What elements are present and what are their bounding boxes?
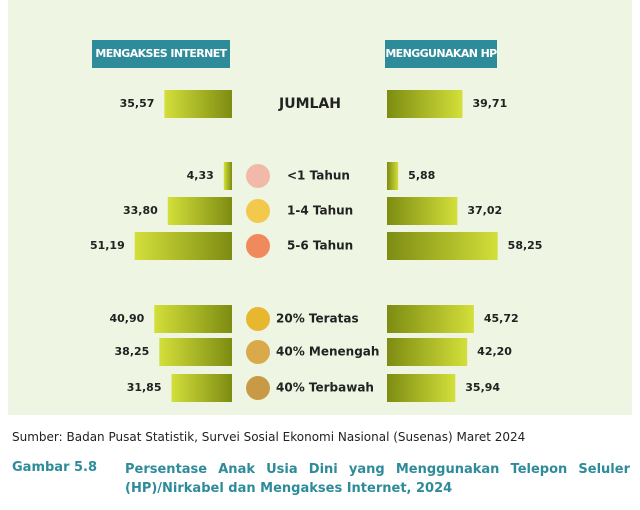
category-label: 1-4 Tahun (287, 204, 353, 218)
value-label: 42,20 (477, 345, 512, 358)
icon (246, 307, 270, 331)
bar (164, 90, 232, 118)
icon (246, 376, 270, 400)
bar (387, 338, 468, 366)
bar (134, 232, 232, 260)
icon (246, 164, 270, 188)
icon (246, 340, 270, 364)
icon (246, 199, 270, 223)
caption: Persentase Anak Usia Dini yang Menggunak… (125, 462, 630, 496)
series-header: MENGGUNAKAN HP (385, 47, 497, 60)
value-label: 58,25 (508, 239, 543, 252)
bar (159, 338, 232, 366)
value-label: 40,90 (109, 312, 144, 325)
icon (246, 234, 270, 258)
figure-number: Gambar 5.8 (12, 460, 98, 475)
chart: MENGAKSES INTERNET MENGGUNAKAN HP 35,57 3… (8, 0, 632, 415)
header-box (385, 40, 497, 68)
bar (167, 197, 232, 225)
value-label: 45,72 (484, 312, 519, 325)
bar (387, 197, 458, 225)
bar (387, 162, 399, 190)
bar (154, 305, 232, 333)
value-label: 51,19 (90, 239, 125, 252)
bar (387, 90, 463, 118)
value-label: 31,85 (127, 381, 162, 394)
header-box (92, 40, 230, 68)
bar (387, 374, 456, 402)
value-label: 39,71 (472, 97, 507, 110)
source: Sumber: Badan Pusat Statistik, Survei So… (12, 430, 526, 444)
category-label: 20% Teratas (276, 312, 359, 326)
value-label: 37,02 (467, 204, 502, 217)
bar (223, 162, 232, 190)
panel (8, 0, 632, 415)
series-header: MENGAKSES INTERNET (95, 47, 227, 60)
value-label: 38,25 (115, 345, 150, 358)
value-label: 33,80 (123, 204, 158, 217)
category-label: 40% Terbawah (276, 381, 374, 395)
category-label: JUMLAH (278, 96, 341, 112)
value-label: 5,88 (408, 169, 435, 182)
bar (387, 232, 498, 260)
value-label: 35,57 (120, 97, 155, 110)
category-label: <1 Tahun (287, 169, 350, 183)
category-label: 5-6 Tahun (287, 239, 353, 253)
bar (387, 305, 474, 333)
bar (171, 374, 232, 402)
value-label: 35,94 (465, 381, 500, 394)
category-label: 40% Menengah (276, 345, 379, 359)
value-label: 4,33 (187, 169, 214, 182)
